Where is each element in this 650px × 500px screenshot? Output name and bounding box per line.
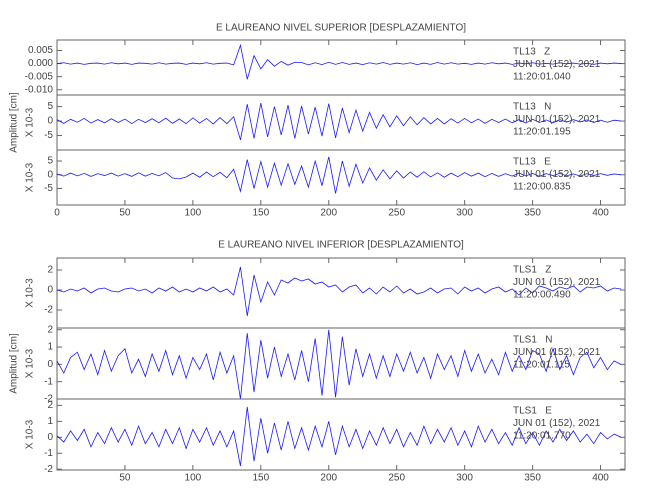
y-tick-label: 5 bbox=[47, 101, 53, 112]
x-tick-label: 50 bbox=[119, 208, 131, 219]
y-axis-label: Amplitud [cm] bbox=[9, 333, 20, 394]
trace-label: JUN 01 (152), 2021 bbox=[513, 114, 601, 125]
y-tick-label: 1 bbox=[47, 342, 53, 353]
trace-label: 11:20:00.490 bbox=[513, 290, 571, 301]
x-tick-label: 100 bbox=[185, 473, 202, 484]
y-tick-label: -1 bbox=[44, 376, 53, 387]
trace-label: TL13 E bbox=[513, 157, 551, 168]
x-tick-label: 250 bbox=[388, 208, 405, 219]
trace-label: TLS1 E bbox=[513, 406, 552, 417]
x-tick-label: 400 bbox=[592, 208, 609, 219]
y-tick-label: -2 bbox=[44, 394, 53, 405]
trace-label: 11:20:01.770 bbox=[513, 431, 571, 442]
trace-label: JUN 01 (152), 2021 bbox=[513, 59, 601, 70]
y-axis-label: Amplitud [cm] bbox=[9, 92, 20, 153]
x-tick-label: 250 bbox=[388, 473, 405, 484]
trace bbox=[56, 103, 621, 140]
y-tick-label: 0 bbox=[47, 285, 53, 296]
y-tick-label: -2 bbox=[44, 464, 53, 475]
y-tick-label: -0.010 bbox=[25, 84, 54, 95]
trace-label: JUN 01 (152), 2021 bbox=[513, 169, 601, 180]
y-multiplier: X 10-3 bbox=[25, 348, 36, 378]
y-tick-label: 2 bbox=[47, 400, 53, 411]
panel-frame bbox=[56, 149, 626, 206]
trace-label: TLS1 N bbox=[513, 335, 552, 346]
y-tick-label: 1 bbox=[47, 416, 53, 427]
y-tick-label: -5 bbox=[44, 130, 53, 141]
x-tick-label: 200 bbox=[320, 473, 337, 484]
trace bbox=[56, 266, 621, 317]
y-multiplier: X 10-3 bbox=[25, 107, 36, 137]
panel-frame bbox=[56, 398, 626, 471]
chart-title: E LAUREANO NIVEL INFERIOR [DESPLAZAMIENT… bbox=[218, 240, 464, 251]
trace bbox=[56, 406, 622, 467]
y-tick-label: -2 bbox=[44, 305, 53, 316]
x-tick-label: 0 bbox=[54, 208, 60, 219]
y-multiplier: X 10-3 bbox=[25, 419, 36, 449]
trace-label: TL13 Z bbox=[513, 47, 550, 58]
y-tick-label: 0 bbox=[47, 169, 53, 180]
y-tick-label: 0.000 bbox=[28, 58, 53, 69]
y-tick-label: 0 bbox=[47, 359, 53, 370]
trace-label: 11:20:01.040 bbox=[513, 72, 571, 83]
y-tick-label: 5 bbox=[47, 156, 53, 167]
trace-label: 11:20:01.195 bbox=[513, 127, 571, 138]
x-tick-label: 150 bbox=[252, 208, 269, 219]
y-tick-label: 0.005 bbox=[28, 45, 53, 56]
trace bbox=[56, 43, 621, 80]
x-tick-label: 300 bbox=[456, 208, 473, 219]
chart-title: E LAUREANO NIVEL SUPERIOR [DESPLAZAMIENT… bbox=[216, 23, 466, 34]
y-tick-label: -0.005 bbox=[25, 71, 54, 82]
x-tick-label: 350 bbox=[524, 208, 541, 219]
trace-label: JUN 01 (152), 2021 bbox=[513, 277, 601, 288]
x-tick-label: 50 bbox=[119, 473, 131, 484]
x-tick-label: 200 bbox=[320, 208, 337, 219]
y-multiplier: X 10-3 bbox=[25, 278, 36, 308]
x-tick-label: 400 bbox=[592, 473, 609, 484]
y-tick-label: 0 bbox=[47, 116, 53, 127]
x-tick-label: 150 bbox=[252, 473, 269, 484]
y-multiplier: X 10-3 bbox=[25, 162, 36, 192]
trace bbox=[56, 156, 621, 194]
y-tick-label: 0 bbox=[47, 432, 53, 443]
trace-label: 11:20:00.835 bbox=[513, 182, 571, 193]
x-tick-label: 100 bbox=[185, 208, 202, 219]
trace bbox=[56, 329, 622, 400]
y-tick-label: 2 bbox=[47, 265, 53, 276]
trace-label: TLS1 Z bbox=[513, 265, 551, 276]
y-tick-label: -1 bbox=[44, 448, 53, 459]
x-tick-label: 300 bbox=[456, 473, 473, 484]
trace-label: 11:20:01.115 bbox=[513, 360, 570, 371]
trace-label: JUN 01 (152), 2021 bbox=[513, 347, 601, 358]
x-tick-label: 350 bbox=[524, 473, 541, 484]
trace-label: TL13 N bbox=[513, 102, 551, 113]
trace-label: JUN 01 (152), 2021 bbox=[513, 418, 601, 429]
y-tick-label: 2 bbox=[47, 324, 53, 335]
y-tick-label: -5 bbox=[44, 183, 53, 194]
